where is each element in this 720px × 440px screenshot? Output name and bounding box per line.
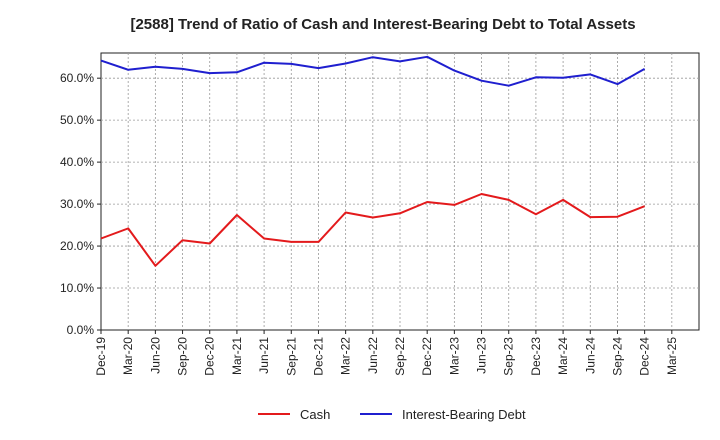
x-tick-label: Mar-24 — [556, 337, 570, 375]
chart-title: [2588] Trend of Ratio of Cash and Intere… — [130, 16, 635, 33]
legend-label: Cash — [300, 407, 330, 422]
y-tick-label: 50.0% — [60, 113, 94, 127]
x-tick-label: Dec-20 — [203, 337, 217, 376]
x-tick-label: Dec-24 — [638, 337, 652, 376]
x-tick-label: Jun-24 — [583, 337, 597, 374]
x-tick-label: Dec-21 — [311, 337, 325, 376]
x-tick-label: Mar-22 — [339, 337, 353, 375]
y-tick-label: 10.0% — [60, 281, 94, 295]
y-tick-label: 0.0% — [67, 323, 95, 337]
series-line-cash — [100, 193, 645, 267]
y-axis: 0.0% 10.0% 20.0% 30.0% 40.0% 50.0% 60.0% — [60, 71, 101, 337]
x-tick-label: Jun-23 — [475, 337, 489, 374]
x-tick-label: Sep-24 — [610, 337, 624, 376]
y-tick-label: 60.0% — [60, 71, 94, 85]
x-tick-label: Mar-20 — [121, 337, 135, 375]
y-tick-label: 20.0% — [60, 239, 94, 253]
legend-label: Interest-Bearing Debt — [402, 407, 526, 422]
plot-area — [100, 52, 700, 331]
x-tick-label: Jun-22 — [366, 337, 380, 374]
series-lines — [100, 55, 646, 267]
x-tick-label: Jun-21 — [257, 337, 271, 374]
x-tick-label: Sep-22 — [393, 337, 407, 376]
x-tick-label: Dec-19 — [94, 337, 108, 376]
legend: Cash Interest-Bearing Debt — [258, 407, 526, 422]
x-tick-label: Sep-23 — [502, 337, 516, 376]
x-tick-label: Mar-25 — [665, 337, 679, 375]
x-tick-label: Sep-20 — [176, 337, 190, 376]
x-axis: Dec-19 Mar-20 Jun-20 Sep-20 Dec-20 Mar-21 Jun-… — [94, 330, 679, 376]
y-tick-label: 30.0% — [60, 197, 94, 211]
x-tick-label: Dec-23 — [529, 337, 543, 376]
x-tick-label: Sep-21 — [284, 337, 298, 376]
y-tick-label: 40.0% — [60, 155, 94, 169]
x-tick-label: Dec-22 — [420, 337, 434, 376]
series-line-interest-bearing-debt — [100, 55, 646, 87]
x-tick-label: Jun-20 — [148, 337, 162, 374]
x-tick-label: Mar-23 — [447, 337, 461, 375]
x-tick-label: Mar-21 — [230, 337, 244, 375]
